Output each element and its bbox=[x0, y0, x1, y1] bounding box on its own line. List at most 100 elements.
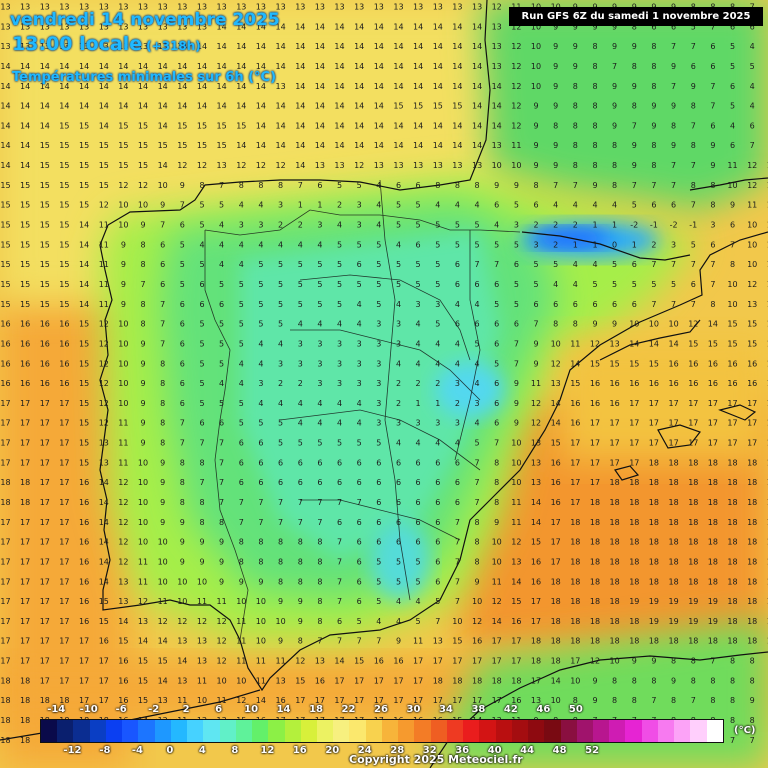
grid-value: 17 bbox=[40, 399, 50, 408]
grid-value: 18 bbox=[747, 617, 757, 626]
grid-value: 6 bbox=[180, 320, 185, 329]
grid-value: 17 bbox=[20, 577, 30, 586]
grid-value: 14 bbox=[452, 22, 462, 31]
grid-value: 17 bbox=[20, 518, 30, 527]
grid-value: 16 bbox=[0, 359, 10, 368]
grid-value: 8 bbox=[298, 637, 303, 646]
grid-value: 14 bbox=[669, 339, 679, 348]
grid-value: 13 bbox=[433, 637, 443, 646]
grid-value: 17 bbox=[688, 439, 698, 448]
legend-swatch bbox=[657, 720, 675, 742]
grid-value: 10 bbox=[118, 320, 128, 329]
grid-value: 14 bbox=[354, 121, 364, 130]
grid-value: 14 bbox=[177, 657, 187, 666]
grid-value: 9 bbox=[671, 62, 676, 71]
lead-time: (+318h) bbox=[146, 39, 201, 53]
grid-value: 8 bbox=[691, 141, 696, 150]
grid-value: 14 bbox=[472, 62, 482, 71]
grid-value: 17 bbox=[708, 439, 718, 448]
grid-value: 15 bbox=[727, 320, 737, 329]
grid-value: 5 bbox=[199, 339, 204, 348]
grid-value: 9 bbox=[219, 558, 224, 567]
grid-value: 15 bbox=[610, 359, 620, 368]
grid-value: 14 bbox=[767, 181, 768, 190]
grid-value: 10 bbox=[256, 637, 266, 646]
grid-value: 17 bbox=[629, 439, 639, 448]
grid-value: 10 bbox=[551, 339, 561, 348]
grid-value: 12 bbox=[99, 419, 109, 428]
grid-value: 14 bbox=[531, 498, 541, 507]
grid-value: 8 bbox=[671, 696, 676, 705]
grid-value: 5 bbox=[730, 62, 735, 71]
grid-value: 13 bbox=[531, 696, 541, 705]
grid-value: 15 bbox=[708, 339, 718, 348]
grid-value: 18 bbox=[0, 736, 10, 745]
grid-value: 9 bbox=[632, 141, 637, 150]
grid-value: 8 bbox=[199, 181, 204, 190]
grid-value: 6 bbox=[533, 201, 538, 210]
grid-value: 17 bbox=[393, 676, 403, 685]
grid-value: 8 bbox=[239, 558, 244, 567]
grid-value: 9 bbox=[494, 181, 499, 190]
grid-value: 3 bbox=[258, 379, 263, 388]
legend-swatch bbox=[41, 720, 58, 742]
grid-value: 16 bbox=[551, 458, 561, 467]
legend-label-bottom: 4 bbox=[198, 745, 206, 756]
grid-value: 18 bbox=[0, 676, 10, 685]
grid-value: 4 bbox=[317, 240, 322, 249]
grid-value: 8 bbox=[691, 102, 696, 111]
grid-value: 18 bbox=[727, 518, 737, 527]
grid-value: 15 bbox=[20, 201, 30, 210]
grid-value: 6 bbox=[357, 458, 362, 467]
grid-value: 5 bbox=[612, 280, 617, 289]
grid-value: 14 bbox=[374, 102, 384, 111]
grid-value: 12 bbox=[138, 181, 148, 190]
grid-value: 5 bbox=[278, 280, 283, 289]
grid-value: 18 bbox=[20, 478, 30, 487]
grid-value: 2 bbox=[553, 221, 558, 230]
grid-value: 4 bbox=[475, 359, 480, 368]
legend-label-top: 34 bbox=[438, 704, 453, 715]
grid-value: 15 bbox=[79, 379, 89, 388]
grid-value: 11 bbox=[158, 597, 168, 606]
grid-value: 7 bbox=[710, 22, 715, 31]
grid-value: 7 bbox=[160, 339, 165, 348]
grid-value: 12 bbox=[531, 419, 541, 428]
grid-value: 7 bbox=[651, 260, 656, 269]
grid-value: 8 bbox=[612, 161, 617, 170]
grid-value: 17 bbox=[570, 439, 580, 448]
grid-value: 12 bbox=[177, 161, 187, 170]
grid-value: 7 bbox=[691, 161, 696, 170]
grid-value: 17 bbox=[413, 676, 423, 685]
grid-value: 7 bbox=[239, 518, 244, 527]
grid-value: 6 bbox=[160, 240, 165, 249]
grid-value: 18 bbox=[590, 597, 600, 606]
grid-value: 6 bbox=[317, 478, 322, 487]
grid-value: 5 bbox=[376, 260, 381, 269]
grid-value: 3 bbox=[435, 419, 440, 428]
grid-value: 4 bbox=[317, 419, 322, 428]
grid-value: 14 bbox=[433, 22, 443, 31]
legend-label-top: 14 bbox=[276, 704, 291, 715]
legend-swatch bbox=[122, 720, 139, 742]
grid-value: 15 bbox=[118, 161, 128, 170]
grid-value: 2 bbox=[651, 240, 656, 249]
grid-value: 9 bbox=[671, 141, 676, 150]
grid-value: 14 bbox=[99, 498, 109, 507]
grid-value: 11 bbox=[276, 657, 286, 666]
legend-label-bottom: -12 bbox=[63, 745, 82, 756]
grid-value: 6 bbox=[357, 597, 362, 606]
grid-value: 14 bbox=[118, 82, 128, 91]
grid-value: 7 bbox=[651, 696, 656, 705]
grid-value: 9 bbox=[592, 696, 597, 705]
grid-value: 6 bbox=[357, 260, 362, 269]
grid-value: 14 bbox=[472, 82, 482, 91]
grid-value: 14 bbox=[40, 62, 50, 71]
grid-value: 13 bbox=[118, 597, 128, 606]
grid-value: 18 bbox=[551, 657, 561, 666]
grid-value: 8 bbox=[710, 676, 715, 685]
grid-value: 16 bbox=[79, 538, 89, 547]
grid-value: 14 bbox=[256, 82, 266, 91]
grid-value: 17 bbox=[334, 696, 344, 705]
grid-value: 17 bbox=[570, 657, 580, 666]
